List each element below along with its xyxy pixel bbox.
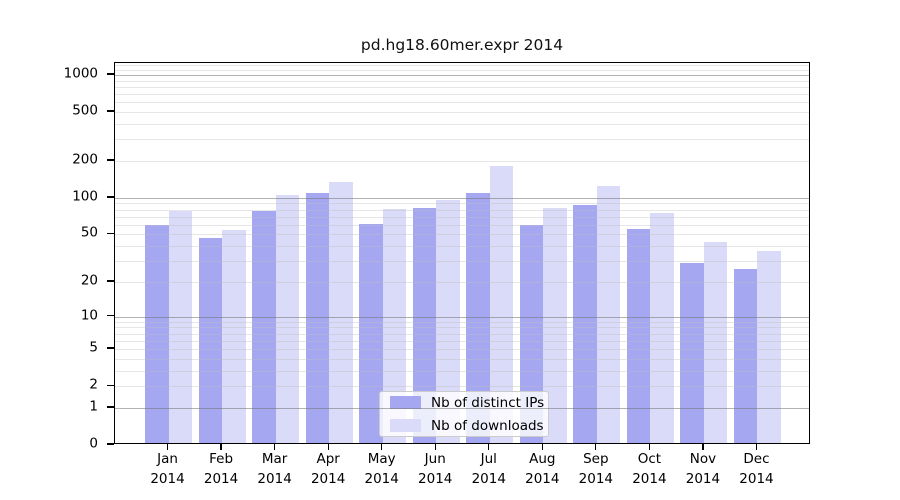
gridline-minor [115,65,809,67]
x-axis-tick-mark [166,444,169,450]
x-axis-tick-mark [381,444,383,450]
legend: Nb of distinct IPs Nb of downloads [379,391,549,437]
gridline-minor [115,124,809,126]
gridline-major [115,75,809,77]
gridline-minor [115,234,809,236]
y-axis-tick-label: 10 [80,306,98,323]
gridline-minor [115,139,809,141]
x-axis-tick-label: Jan 2014 [150,451,185,487]
x-axis-tick-label: Jun 2014 [418,451,453,487]
legend-item-distinct-ips: Nb of distinct IPs [380,395,548,411]
bar-distinct-ips [359,223,383,443]
bar-downloads [543,208,567,443]
y-axis-tick-mark [107,347,114,349]
gridline-major [115,197,809,199]
x-axis-tick-label: May 2014 [364,451,399,487]
y-axis-tick-mark [107,384,114,386]
y-axis-tick-mark [107,196,114,198]
bar-downloads [382,209,407,443]
gridline-minor [115,86,809,88]
bar-distinct-ips [573,205,597,443]
bar-downloads [436,200,460,443]
bar-distinct-ips [466,193,490,443]
legend-label: Nb of distinct IPs [431,394,545,411]
bar-downloads [489,166,514,443]
gridline-minor [115,209,809,211]
gridline-minor [115,203,809,205]
bar-distinct-ips [626,229,651,443]
x-axis-tick-label: Apr 2014 [310,451,346,487]
y-axis-tick-mark [107,443,114,445]
gridline-minor [115,80,809,82]
y-axis-tick-label: 0 [89,435,98,452]
y-axis-tick-mark [107,110,114,112]
gridline-minor [115,224,809,226]
x-axis-tick-label: Mar 2014 [257,451,292,487]
y-axis-tick-label: 1000 [63,65,98,82]
bar-downloads [596,186,621,443]
y-axis-tick-mark [107,159,114,161]
y-axis-tick-label: 50 [80,224,98,241]
y-axis-tick-mark [107,406,114,408]
bar-distinct-ips [305,192,330,443]
x-axis-tick-mark [488,444,490,450]
x-axis-tick-mark [595,444,597,450]
gridline-minor [115,102,809,104]
x-axis-tick-label: Oct 2014 [632,451,667,487]
x-axis-tick-mark [273,444,276,450]
plot-area: Nb of distinct IPs Nb of downloads [114,62,810,444]
bar-downloads [757,251,781,443]
bar-distinct-ips [198,237,223,443]
y-axis-tick-label: 2 [89,376,98,393]
y-axis-tick-label: 100 [72,188,98,205]
y-axis-tick-mark [107,232,114,235]
bar-downloads [222,230,246,443]
x-axis-tick-label: Jul 2014 [471,451,506,487]
x-axis-tick-label: Aug 2014 [525,451,560,487]
gridline-minor [115,94,809,96]
bar-downloads [650,212,674,443]
bar-distinct-ips [412,207,437,443]
x-axis-tick-mark [541,444,543,450]
bar-distinct-ips [519,224,544,443]
x-axis-tick-label: Sep 2014 [578,451,614,487]
chart-title: pd.hg18.60mer.expr 2014 [360,36,564,54]
x-axis-tick-mark [220,444,222,450]
x-axis-tick-mark [755,444,758,450]
x-axis-tick-label: Nov 2014 [685,451,721,487]
bar-downloads [703,241,728,443]
y-axis-tick-label: 5 [89,339,98,356]
y-axis-tick-label: 500 [72,102,98,119]
y-axis-tick-mark [107,280,114,282]
bar-distinct-ips [733,268,758,443]
bar-distinct-ips [680,262,704,443]
bar-downloads [329,181,353,443]
y-axis-tick-label: 1 [89,398,98,415]
legend-swatch [390,396,421,409]
y-axis-tick-mark [107,73,114,75]
y-axis-tick-mark [107,314,114,317]
gridline-minor [115,112,809,114]
bar-downloads [275,194,300,443]
x-axis-tick-mark [327,444,329,450]
legend-swatch [390,419,421,432]
y-axis-tick-label: 20 [80,272,98,289]
legend-label: Nb of downloads [431,417,544,434]
bar-distinct-ips [145,224,169,443]
x-axis-tick-mark [434,444,436,450]
gridline-minor [115,69,809,71]
gridline-minor [115,216,809,218]
x-axis-tick-mark [648,444,651,450]
bar-distinct-ips [252,211,276,443]
x-axis-tick-mark [702,444,704,450]
x-axis-tick-label: Feb 2014 [203,451,239,487]
legend-item-downloads: Nb of downloads [380,418,548,434]
gridline-minor [115,161,809,162]
x-axis-tick-label: Dec 2014 [739,451,774,487]
bar-downloads [168,211,193,443]
y-axis-tick-label: 200 [72,151,98,168]
